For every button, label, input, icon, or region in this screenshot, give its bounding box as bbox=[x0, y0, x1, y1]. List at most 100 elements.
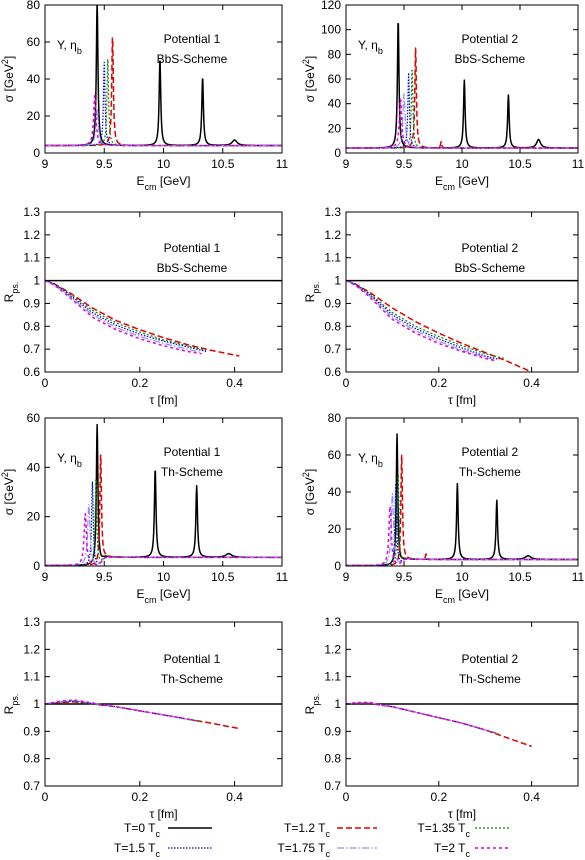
y-axis-label: σ [GeV2​] bbox=[301, 56, 317, 102]
y-tick-label: 60 bbox=[27, 411, 41, 425]
y-tick-label: 20 bbox=[328, 522, 342, 536]
series-line-3 bbox=[346, 474, 578, 566]
plot-frame bbox=[345, 211, 579, 373]
panel-annotation: Potential 1 bbox=[164, 32, 221, 46]
panel-annotation: BbS-Scheme bbox=[454, 52, 525, 66]
y-tick-label: 40 bbox=[328, 97, 342, 111]
panel-annotation: Th-Scheme bbox=[161, 672, 223, 686]
x-axis-label: Ecm​ [GeV] bbox=[435, 174, 489, 192]
series-line-3 bbox=[45, 280, 207, 351]
series-line-5 bbox=[346, 702, 495, 734]
x-tick-label: 9.5 bbox=[96, 570, 113, 584]
y-tick-label: 0.7 bbox=[23, 779, 40, 793]
y-tick-label: 0.8 bbox=[23, 319, 40, 333]
y-axis-label: σ [GeV2​] bbox=[0, 56, 16, 102]
series-line-6 bbox=[45, 699, 197, 722]
series-group bbox=[45, 5, 282, 147]
y-tick-label: 100 bbox=[321, 23, 341, 37]
x-tick-label: 10 bbox=[157, 570, 171, 584]
y-tick-label: 1.3 bbox=[23, 615, 40, 629]
series-line-5 bbox=[45, 108, 282, 147]
x-tick-label: 11 bbox=[276, 157, 289, 171]
plot-frame bbox=[44, 417, 283, 567]
x-axis-label: Ecm​ [GeV] bbox=[136, 174, 190, 192]
x-axis-label: Ecm​ [GeV] bbox=[136, 587, 190, 605]
series-line-2 bbox=[45, 279, 240, 357]
x-tick-label: 9 bbox=[343, 570, 350, 584]
y-tick-label: 1.3 bbox=[23, 205, 40, 219]
panel-annotation: BbS-Scheme bbox=[157, 52, 228, 66]
x-tick-label: 0.2 bbox=[430, 376, 447, 390]
panel-annotation: Th-Scheme bbox=[161, 465, 223, 479]
panel-annotation: Potential 2 bbox=[461, 32, 518, 46]
x-tick-label: 11 bbox=[572, 157, 585, 171]
series-line-4 bbox=[45, 280, 207, 353]
x-tick-label: 0.2 bbox=[131, 376, 148, 390]
y-tick-label: 80 bbox=[328, 411, 342, 425]
series-group bbox=[45, 279, 282, 357]
series-line-6 bbox=[45, 94, 282, 147]
series-line-4 bbox=[45, 61, 282, 147]
y-tick-label: 1 bbox=[33, 697, 40, 711]
x-tick-label: 10 bbox=[455, 570, 469, 584]
x-tick-label: 0 bbox=[343, 376, 350, 390]
y-axis-label: Rps.​ bbox=[2, 282, 20, 303]
y-tick-label: 80 bbox=[328, 47, 342, 61]
y-tick-label: 1.3 bbox=[324, 615, 341, 629]
x-tick-label: 9.5 bbox=[396, 570, 413, 584]
y-tick-label: 0 bbox=[334, 146, 341, 160]
plot-frame bbox=[44, 211, 283, 373]
particle-annotation: Y, ηb​ bbox=[57, 38, 82, 56]
particle-annotation: Y, ηb​ bbox=[358, 38, 383, 56]
y-tick-label: 1.2 bbox=[23, 228, 40, 242]
y-tick-label: 1 bbox=[33, 274, 40, 288]
y-tick-label: 0.9 bbox=[324, 724, 341, 738]
x-axis-label: Ecm​ [GeV] bbox=[435, 587, 489, 605]
legend-label: T=1.35 Tc​ bbox=[417, 821, 470, 839]
x-tick-label: 0 bbox=[42, 376, 49, 390]
x-tick-label: 10.5 bbox=[211, 570, 235, 584]
x-tick-label: 9 bbox=[343, 157, 350, 171]
y-tick-label: 60 bbox=[328, 448, 342, 462]
panel-p8: 0 0.2 0.4 0.7 0.8 0.9 1 1.1 1.2 1.3 τ [fm] Rps.​ Pot… bbox=[303, 615, 579, 821]
y-tick-label: 0.8 bbox=[324, 752, 341, 766]
x-tick-label: 9.5 bbox=[96, 157, 113, 171]
x-tick-label: 0.2 bbox=[131, 790, 148, 804]
y-tick-label: 1.1 bbox=[324, 251, 341, 265]
panel-p1: 9 9.5 10 10.5 11 0 20 40 60 80 Ecm​ [GeV] σ [GeV2​]… bbox=[0, 0, 289, 192]
x-tick-label: 9 bbox=[42, 157, 49, 171]
panel-annotation: Th-Scheme bbox=[459, 672, 521, 686]
y-axis-label: Rps.​ bbox=[303, 694, 321, 715]
x-tick-label: 11 bbox=[572, 570, 585, 584]
y-tick-label: 1.1 bbox=[324, 670, 341, 684]
y-tick-label: 0.9 bbox=[23, 296, 40, 310]
x-tick-label: 0 bbox=[343, 790, 350, 804]
y-tick-label: 0 bbox=[334, 559, 341, 573]
x-tick-label: 0.4 bbox=[523, 790, 540, 804]
panel-p2: 9 9.5 10 10.5 11 0 20 40 60 80 100 120 Ecm​ [GeV] σ [… bbox=[301, 0, 585, 192]
y-tick-label: 1.1 bbox=[23, 251, 40, 265]
series-group bbox=[45, 423, 282, 566]
x-tick-label: 0 bbox=[42, 790, 49, 804]
series-line-5 bbox=[346, 280, 495, 361]
legend-label: T=1.5 Tc​ bbox=[114, 841, 160, 859]
panel-annotation: BbS-Scheme bbox=[157, 261, 228, 275]
series-group bbox=[45, 699, 282, 730]
x-tick-label: 10.5 bbox=[508, 570, 532, 584]
series-line-4 bbox=[45, 481, 282, 566]
x-axis-label: τ [fm] bbox=[149, 807, 177, 821]
y-tick-label: 20 bbox=[328, 121, 342, 135]
series-line-4 bbox=[346, 702, 495, 734]
x-axis-label: τ [fm] bbox=[448, 393, 476, 407]
legend-label: T=1.2 Tc​ bbox=[284, 821, 330, 839]
y-tick-label: 1 bbox=[334, 697, 341, 711]
y-tick-label: 1.2 bbox=[324, 228, 341, 242]
y-axis-label: σ [GeV2​] bbox=[301, 469, 317, 515]
particle-annotation: Y, ηb​ bbox=[57, 451, 82, 469]
legend: T=0 Tc​ T=1.2 Tc​ T=1.35 Tc​ T=1.5 Tc​ T=1.7… bbox=[114, 821, 510, 859]
y-tick-label: 0 bbox=[33, 146, 40, 160]
series-line-4 bbox=[346, 280, 500, 361]
panel-p6: 9 9.5 10 10.5 11 0 20 40 60 80 Ecm​ [GeV] σ [GeV2​]… bbox=[301, 411, 585, 605]
y-tick-label: 0.7 bbox=[23, 342, 40, 356]
